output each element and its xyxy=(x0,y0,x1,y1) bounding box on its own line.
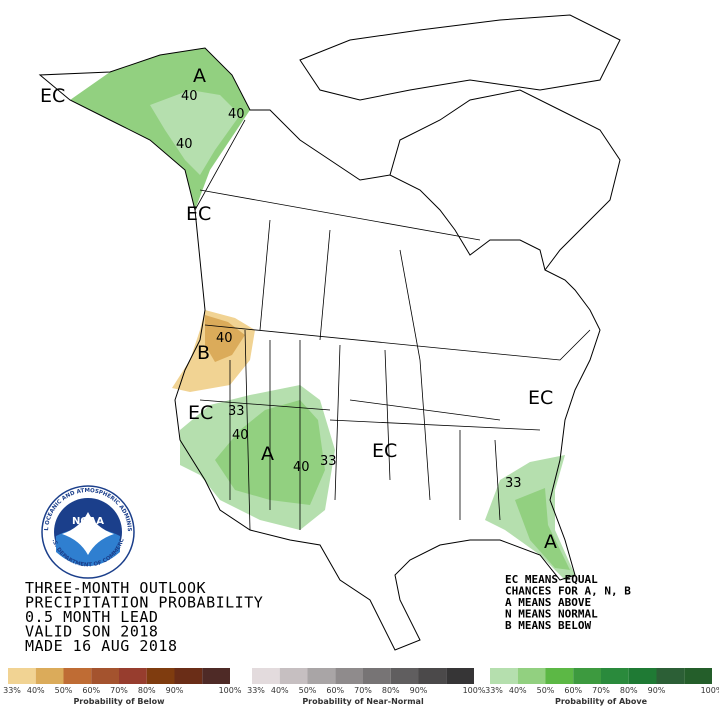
legend-tick: 90% xyxy=(410,686,428,695)
note-line: N MEANS NORMAL xyxy=(505,608,598,621)
legend-tick: 60% xyxy=(564,686,582,695)
map-label: A xyxy=(261,443,274,465)
note-line: A MEANS ABOVE xyxy=(505,596,591,609)
legend-swatch xyxy=(628,668,657,684)
political-borders xyxy=(194,119,591,531)
legend-swatch xyxy=(63,668,92,684)
legend-swatch xyxy=(517,668,546,684)
title-line: THREE-MONTH OUTLOOK xyxy=(25,579,206,597)
title-line: VALID SON 2018 xyxy=(25,623,158,641)
legend-swatch xyxy=(202,668,230,684)
legend-swatch xyxy=(490,668,518,684)
legend-tick: 80% xyxy=(138,686,156,695)
legend-title: Probability of Below xyxy=(73,697,165,706)
map-label: A xyxy=(193,65,206,87)
map-label: EC xyxy=(40,85,65,107)
legend-swatch xyxy=(418,668,447,684)
legend-swatch xyxy=(545,668,574,684)
region-above-40-alaska xyxy=(70,48,250,210)
legend-tick: 70% xyxy=(110,686,128,695)
legend-swatch xyxy=(307,668,336,684)
legend-swatch xyxy=(35,668,64,684)
map-label: 33 xyxy=(228,404,245,419)
legend-swatch xyxy=(119,668,147,684)
coastline xyxy=(38,47,601,651)
legend-tick: 70% xyxy=(354,686,372,695)
legend-tick: 33% xyxy=(485,686,503,695)
legend-tick: 100% xyxy=(219,686,242,695)
logo-bird xyxy=(62,512,114,555)
legend-tick: 70% xyxy=(592,686,610,695)
map-label: 40 xyxy=(216,331,233,346)
legend-tick: 40% xyxy=(271,686,289,695)
legend-tick: 100% xyxy=(463,686,486,695)
legend-swatch xyxy=(279,668,308,684)
map-labels: EC A 40 40 40 EC 40 B EC 33 40 A 40 33 EC EC 33 A xyxy=(40,65,557,553)
title-line: PRECIPITATION PROBABILITY xyxy=(25,594,263,612)
map-label: 40 xyxy=(228,107,245,122)
note-line: EC MEANS EQUAL xyxy=(505,573,598,586)
map-label: 33 xyxy=(505,476,522,491)
note-line: CHANCES FOR A, N, B xyxy=(505,585,631,598)
legend-tick: 33% xyxy=(247,686,265,695)
arctic-islands xyxy=(299,14,621,101)
region-above-33-alaska xyxy=(150,90,240,175)
map-label: A xyxy=(544,531,557,553)
map-label: 40 xyxy=(181,89,198,104)
map-label: 40 xyxy=(232,428,249,443)
legend-swatch xyxy=(363,668,391,684)
region-below-40 xyxy=(205,315,245,362)
legend-tick: 80% xyxy=(382,686,400,695)
legend-tick: 40% xyxy=(27,686,45,695)
legend-swatch xyxy=(446,668,474,684)
title-line: 0.5 MONTH LEAD xyxy=(25,608,158,626)
map-label: EC xyxy=(186,203,211,225)
legend-tick: 50% xyxy=(299,686,317,695)
legend-swatch xyxy=(335,668,363,684)
legend-tick: 50% xyxy=(537,686,555,695)
legend-swatch xyxy=(174,668,203,684)
map-label: B xyxy=(197,342,210,364)
legend-tick: 60% xyxy=(82,686,100,695)
legend-tick: 90% xyxy=(166,686,184,695)
legend-swatch xyxy=(684,668,712,684)
map-label: EC xyxy=(528,387,553,409)
legend-title: Probability of Near-Normal xyxy=(302,697,424,706)
logo-name: NOAA xyxy=(72,516,104,527)
map-label: 33 xyxy=(320,454,337,469)
legend-tick: 80% xyxy=(620,686,638,695)
legend-swatch xyxy=(601,668,629,684)
legend-swatch xyxy=(8,668,36,684)
legend-swatch xyxy=(91,668,119,684)
coastline-east xyxy=(389,89,621,271)
legend-tick: 100% xyxy=(701,686,719,695)
legend-tick: 50% xyxy=(55,686,73,695)
region-above-40-southeast xyxy=(515,488,570,570)
probability-regions xyxy=(70,48,575,580)
legend-tick: 33% xyxy=(3,686,21,695)
legend-tick: 60% xyxy=(326,686,344,695)
legend-swatch xyxy=(573,668,601,684)
legend-title: Probability of Above xyxy=(555,697,648,706)
legend-swatch xyxy=(146,668,175,684)
legend-tick: 90% xyxy=(648,686,666,695)
map-label: EC xyxy=(372,440,397,462)
color-legend: 33% 40% 50% 60% 70% 80% 90% 100% Probability of … xyxy=(3,668,719,706)
map-label: 40 xyxy=(176,137,193,152)
map-label: EC xyxy=(188,402,213,424)
title-line: MADE 16 AUG 2018 xyxy=(25,637,178,655)
legend-swatch xyxy=(656,668,685,684)
map-outlines xyxy=(38,14,621,651)
legend-swatch xyxy=(252,668,280,684)
legend-swatch xyxy=(390,668,419,684)
map-label: 40 xyxy=(293,460,310,475)
note-line: B MEANS BELOW xyxy=(505,619,591,632)
legend-tick: 40% xyxy=(509,686,527,695)
